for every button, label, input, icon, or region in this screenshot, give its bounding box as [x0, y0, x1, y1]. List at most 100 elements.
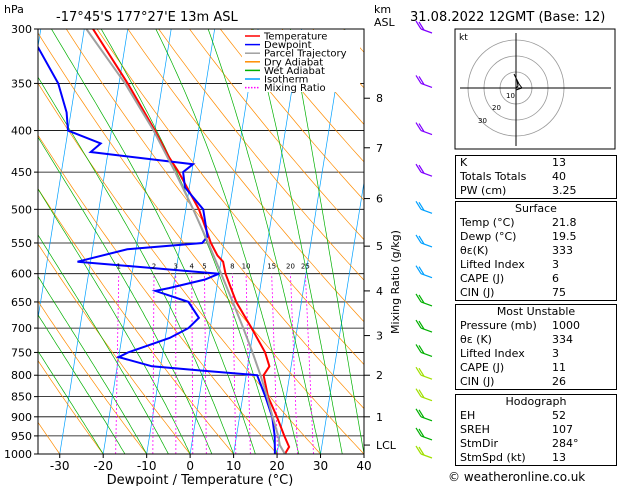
km-tick-label: LCL — [376, 439, 397, 452]
y-tick-label: 1000 — [4, 448, 32, 461]
wind-barb — [415, 427, 433, 441]
profile-temperature — [92, 29, 291, 454]
mixing-ratio-label: 3 — [174, 263, 178, 271]
x-axis-label: Dewpoint / Temperature (°C) — [107, 473, 294, 486]
hodograph-ring-20: 20 — [492, 104, 501, 112]
mixing-ratio-label: 5 — [202, 263, 206, 271]
profile-parcel-trajectory — [85, 29, 286, 454]
wind-barb — [415, 388, 433, 402]
km-label: km — [374, 3, 391, 16]
isotherm-line — [320, 180, 364, 454]
mixing-ratio-label: 15 — [267, 263, 276, 271]
y-tick-label: 700 — [11, 322, 32, 335]
location-title: -17°45'S 177°27'E 13m ASL — [56, 10, 238, 25]
mixing-ratio-label: 1 — [117, 263, 121, 271]
legend-label: Mixing Ratio — [264, 83, 326, 94]
legend-label: Isotherm — [264, 75, 308, 86]
mixing-ratio-line — [115, 273, 120, 454]
pw-row: PW (cm) 3.25 — [460, 184, 577, 197]
mixing-ratio-label: 25 — [301, 263, 310, 271]
y-tick-label: 850 — [11, 391, 32, 404]
dry-adiabat-line — [38, 188, 234, 454]
mixing-ratio-label: 10 — [242, 263, 251, 271]
wind-barb — [415, 265, 433, 279]
mu-li-row: Lifted Index 3 — [460, 347, 559, 360]
surface-cin-row: CIN (J) 75 — [460, 286, 566, 299]
y-tick-label: 400 — [11, 125, 32, 138]
mixing-ratio-label: 8 — [230, 263, 234, 271]
hodograph-ring-30: 30 — [478, 117, 487, 125]
mixing-ratio-label: 4 — [190, 263, 195, 271]
most-unstable-table: Most Unstable Pressure (mb) 1000 θε (K) 33… — [455, 304, 617, 390]
y-tick-label: 900 — [11, 411, 32, 424]
y-tick-label: 300 — [11, 23, 32, 36]
y-tick-label: 500 — [11, 203, 32, 216]
x-tick-label: -10 — [137, 459, 157, 473]
dry-adiabat-line — [38, 32, 364, 454]
mixing-ratio-label: 20 — [286, 263, 295, 271]
surface-li-row: Lifted Index 3 — [460, 258, 559, 271]
hodograph-table: Hodograph EH 52 SREH 107 StmDir 284° StmSpd… — [455, 394, 617, 466]
km-tick-label: 7 — [376, 142, 383, 155]
x-tick-label: 0 — [186, 459, 194, 473]
wind-barb — [415, 293, 433, 307]
km-tick-label: 6 — [376, 193, 383, 206]
isotherm-line — [276, 29, 346, 454]
y-tick-label: 450 — [11, 166, 32, 179]
km-tick-label: 8 — [376, 92, 383, 105]
wind-barb — [415, 122, 433, 136]
x-tick-label: 40 — [356, 459, 371, 473]
wet-adiabat-line — [289, 29, 364, 454]
km-tick-label: 3 — [376, 330, 383, 343]
hodograph-ring-10: 10 — [506, 92, 515, 100]
plot-frame — [37, 28, 365, 455]
hodograph-frame — [454, 28, 616, 150]
datetime-title: 31.08.2022 12GMT (Base: 12) — [410, 10, 605, 25]
hodograph-table-title: Hodograph — [505, 395, 567, 408]
wet-adiabat-line — [38, 234, 169, 454]
stmspd-row: StmSpd (kt) 13 — [460, 451, 566, 464]
surface-dewp-row: Dewp (°C) 19.5 — [460, 230, 577, 243]
y-tick-label: 350 — [11, 77, 32, 90]
legend-label: Dry Adiabat — [264, 57, 323, 68]
surface-temp-row: Temp (°C) 21.8 — [460, 216, 577, 229]
hodograph-trace — [513, 73, 523, 91]
km-tick-label: 1 — [376, 411, 383, 424]
x-tick-label: 20 — [269, 459, 284, 473]
wind-barb — [415, 75, 433, 88]
mu-cin-row: CIN (J) 26 — [460, 375, 566, 388]
km-tick-label: 4 — [376, 285, 383, 298]
wet-adiabat-line — [38, 188, 191, 454]
dry-adiabat-line — [38, 360, 104, 454]
indices-table: K 13 Totals Totals 40 PW (cm) 3.25 — [455, 155, 617, 199]
x-tick-label: 30 — [313, 459, 328, 473]
hodograph: kt 10 20 30 — [454, 28, 616, 150]
most-unstable-title: Most Unstable — [496, 305, 576, 318]
isotherm-line — [59, 29, 129, 454]
legend-label: Wet Adiabat — [264, 66, 325, 77]
dry-adiabat-line — [127, 29, 364, 323]
legend-label: Dewpoint — [264, 40, 312, 51]
x-tick-label: -20 — [93, 459, 113, 473]
isotherm-line — [189, 29, 259, 454]
mixing-ratio-axis-label: Mixing Ratio (g/kg) — [389, 230, 402, 334]
dry-adiabat-line — [250, 29, 364, 163]
y-tick-label: 750 — [11, 346, 32, 359]
profile-dewpoint — [38, 45, 276, 454]
wet-adiabat-line — [38, 350, 104, 454]
isotherm-line — [38, 29, 85, 321]
wet-adiabat-line — [155, 29, 300, 454]
totals-totals-row: Totals Totals 40 — [460, 170, 566, 183]
wind-barb — [415, 201, 433, 214]
wind-barb — [415, 445, 433, 459]
y-tick-label: 550 — [11, 237, 32, 250]
isotherm-line — [102, 29, 172, 454]
hpa-label: hPa — [4, 3, 24, 16]
surface-table: Surface Temp (°C) 21.8 Dewp (°C) 19.5 θε(K… — [455, 201, 617, 301]
wet-adiabat-line — [38, 76, 234, 454]
stmdir-row: StmDir 284° — [460, 437, 579, 450]
wet-adiabat-line — [38, 275, 148, 454]
isotherm-line — [146, 29, 216, 454]
